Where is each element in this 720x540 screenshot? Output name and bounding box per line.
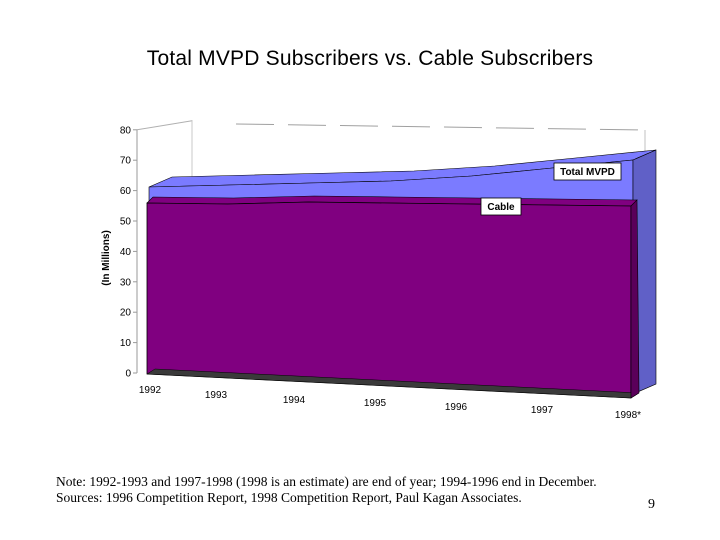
series-label-total-mvpd: Total MVPD (553, 162, 622, 181)
y-tick-label: 60 (120, 186, 132, 197)
series-label-box (480, 197, 522, 216)
series-label-text: Total MVPD (560, 167, 615, 178)
y-tick-label: 50 (120, 217, 132, 228)
y-tick-label: 30 (120, 277, 132, 288)
chart-title: Total MVPD Subscribers vs. Cable Subscri… (146, 47, 594, 70)
x-tick-label: 1994 (283, 395, 306, 406)
page-number: 9 (648, 497, 655, 512)
y-tick-label: 80 (120, 125, 132, 136)
x-tick-label: 1992 (139, 385, 162, 396)
series-label-box (553, 162, 622, 181)
series-label-text: Cable (487, 202, 515, 213)
y-tick-label: 40 (120, 247, 132, 258)
footnote-line-2: Sources: 1996 Competition Report, 1998 C… (56, 490, 522, 505)
x-tick-label: 1998* (615, 410, 641, 421)
series-label-cable: Cable (480, 197, 522, 216)
y-tick-label: 20 (120, 308, 132, 319)
y-tick-label: 70 (120, 156, 132, 167)
series-cable (146, 195, 640, 399)
x-tick-label: 1993 (205, 390, 228, 401)
y-tick-label: 0 (125, 369, 131, 380)
series-labels: Total MVPD Cable (480, 162, 622, 216)
wall-top-edge (235, 123, 646, 131)
x-tick-label: 1996 (445, 402, 468, 413)
x-axis: 1992 1993 1994 1995 1996 1997 1998* (139, 385, 641, 421)
footnote-line-1: Note: 1992-1993 and 1997-1998 (1998 is a… (56, 474, 597, 489)
y-axis: 0 10 20 30 40 50 60 70 80 (120, 125, 138, 380)
x-tick-label: 1995 (364, 398, 387, 409)
wall-top-left-edge (136, 120, 193, 131)
cable-area-side (630, 199, 640, 399)
cable-area-front (146, 201, 632, 399)
y-axis-label: (In Millions) (101, 230, 112, 286)
series-layer (146, 149, 657, 399)
y-tick-label: 10 (120, 338, 132, 349)
x-tick-label: 1997 (531, 405, 554, 416)
